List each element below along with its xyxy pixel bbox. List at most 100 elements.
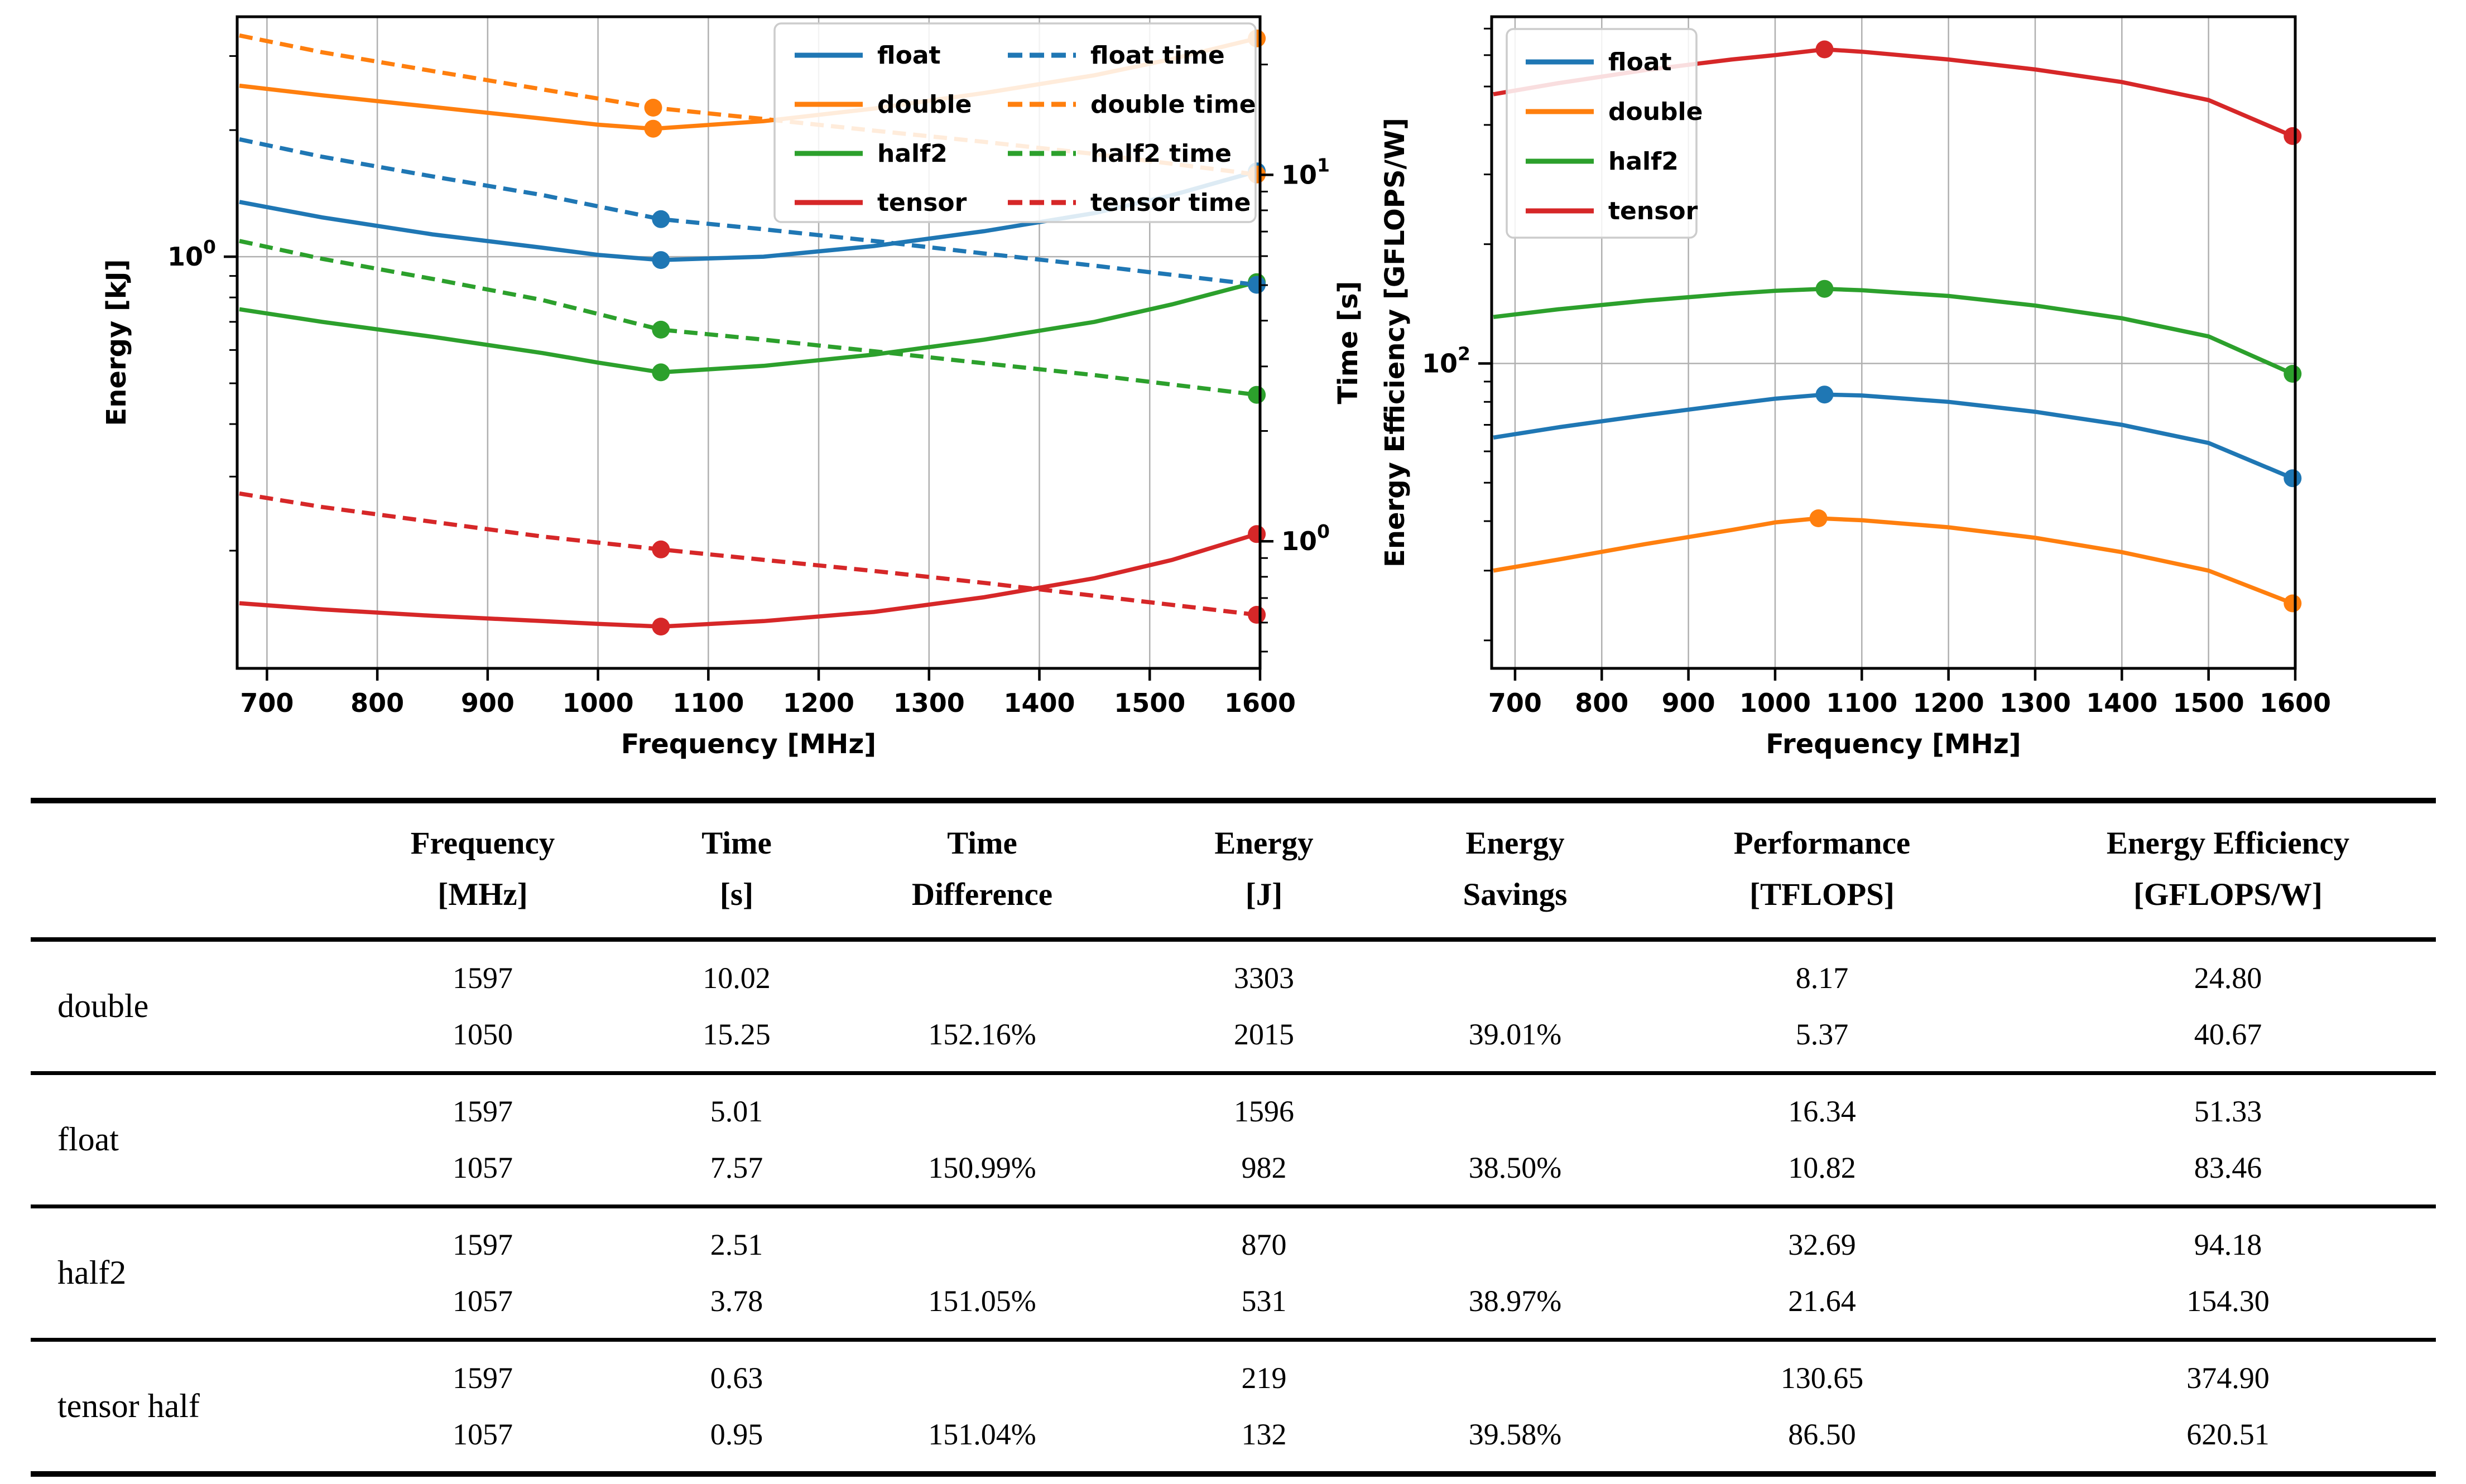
legend-label-double: double <box>877 90 972 119</box>
table-cell: 32.69 <box>1788 1227 1856 1261</box>
table-cell: 21.64 <box>1788 1284 1856 1318</box>
x-tick-label: 1200 <box>783 688 854 718</box>
row-label: tensor half <box>57 1387 200 1424</box>
legend-label-tensor: tensor <box>1608 197 1698 225</box>
table-cell: 83.46 <box>2194 1150 2262 1184</box>
data-point-marker-float <box>1815 386 1834 404</box>
table-cell: 154.30 <box>2186 1284 2270 1318</box>
x-tick-label: 900 <box>461 688 515 718</box>
table-cell <box>1406 1083 1624 1139</box>
legend-label-tensor: tensor <box>877 189 967 217</box>
table-cell: 40.67 <box>2194 1017 2262 1051</box>
table-cell: 51.33 <box>2194 1094 2262 1128</box>
table-cell: 38.50% <box>1468 1150 1562 1184</box>
table-cell: 1597 <box>453 1361 513 1395</box>
table-cell: 130.65 <box>1780 1361 1864 1395</box>
legend-label-tensor-time: tensor time <box>1090 189 1251 217</box>
data-point-marker-tensor-time <box>1248 606 1266 624</box>
x-tick-label: 700 <box>240 688 294 718</box>
table-cell: 1050 <box>453 1017 513 1051</box>
series-line-half2 <box>239 280 1258 375</box>
legend-label-float: float <box>877 41 941 70</box>
tick-label: 100 <box>167 236 216 272</box>
table-cell: 870 <box>1241 1227 1287 1261</box>
tick-label: 102 <box>1422 343 1470 378</box>
legend: float double half2 tensor <box>1506 28 1703 239</box>
table-cell: 1597 <box>453 1094 513 1128</box>
legend-box <box>773 22 1257 223</box>
table-cell <box>843 1350 1122 1406</box>
table-cell <box>1406 950 1624 1006</box>
row-label: float <box>57 1120 119 1158</box>
table-cell: 219 <box>1241 1361 1287 1395</box>
x-tick-label: 1200 <box>1913 688 1984 718</box>
table-cell: 982 <box>1241 1150 1287 1184</box>
x-tick-label: 1400 <box>1004 688 1075 718</box>
x-tick-label: 800 <box>1575 688 1628 718</box>
legend-label-half2-time: half2 time <box>1090 139 1232 168</box>
table-header-energy-savings: Energy Savings <box>1463 826 1568 912</box>
data-point-marker-float <box>2284 469 2302 488</box>
table-cell: 39.58% <box>1468 1417 1562 1451</box>
series-line-double <box>1493 516 2294 605</box>
legend-label-double: double <box>1608 98 1703 126</box>
table-body: double 1597 10.02 3303 8.17 24.80 1050 15.25 152… <box>31 942 2436 1471</box>
table-row-group-tensor-half: tensor half 1597 0.63 219 130.65 374.90 1057 0.… <box>31 1338 2436 1471</box>
y-axis-label: Time [s] <box>1333 281 1364 404</box>
table-cell: 3.78 <box>710 1284 763 1318</box>
table-cell: 1597 <box>453 961 513 995</box>
x-tick-label: 1600 <box>2260 688 2331 718</box>
data-point-marker-half2-time <box>652 320 670 339</box>
table-cell: 0.95 <box>710 1417 763 1451</box>
y-axis-label: Energy [kJ] <box>101 259 132 426</box>
table-cell: 150.99% <box>928 1150 1036 1184</box>
x-tick-label: 1100 <box>672 688 744 718</box>
series-line-tensor <box>239 532 1258 629</box>
x-axis-label: Frequency [MHz] <box>1766 729 2021 760</box>
table-cell: 10.82 <box>1788 1150 1856 1184</box>
table-cell: 151.05% <box>928 1284 1036 1318</box>
table-cell: 1597 <box>453 1227 513 1261</box>
table-row-group-double: double 1597 10.02 3303 8.17 24.80 1050 15.25 152… <box>31 942 2436 1071</box>
series-line-float-time <box>239 137 1257 287</box>
table-header-energy-efficiency: Energy Efficiency [GFLOPS/W] <box>2106 826 2350 912</box>
y-axis-left: 100 Energy [kJ] <box>101 55 237 552</box>
table-row-group-float: float 1597 5.01 1596 16.34 51.33 1057 7.57 150.9… <box>31 1071 2436 1204</box>
x-tick-label: 1500 <box>2173 688 2244 718</box>
y-axis-left: 102 Energy Efficiency [GFLOPS/W] <box>1379 27 1492 642</box>
data-point-marker-double-time <box>644 99 662 117</box>
x-tick-label: 700 <box>1488 688 1542 718</box>
legend: float double half2 tensor float time double t… <box>773 22 1257 223</box>
table-cell <box>1406 1216 1624 1273</box>
data-point-marker-tensor <box>1815 40 1834 59</box>
legend-label-float: float <box>1608 48 1672 76</box>
table-cell: 531 <box>1241 1284 1287 1318</box>
table-cell: 151.04% <box>928 1417 1036 1451</box>
table-cell: 1057 <box>453 1150 513 1184</box>
legend-label-float-time: float time <box>1090 41 1225 70</box>
table-header-row: Frequency [MHz] Time [s] Time Difference En… <box>31 803 2436 942</box>
table-cell: 10.02 <box>703 961 771 995</box>
x-axis: 700 800 900 1000 1100 1200 1300 1400 1500 1600 Fre… <box>1488 668 2331 760</box>
table-cell: 1057 <box>453 1417 513 1451</box>
table-cell: 620.51 <box>2186 1417 2270 1451</box>
tick-label: 100 <box>1281 521 1330 556</box>
data-point-marker-float-time <box>652 210 670 228</box>
table-cell: 132 <box>1241 1417 1287 1451</box>
x-tick-label: 1300 <box>1999 688 2071 718</box>
data-point-marker-double <box>2284 594 2302 613</box>
table-header-empty <box>31 818 335 921</box>
table-cell: 2015 <box>1234 1017 1294 1051</box>
x-tick-label: 1500 <box>1114 688 1185 718</box>
table-cell: 3303 <box>1234 961 1294 995</box>
x-tick-label: 900 <box>1662 688 1715 718</box>
table-cell <box>843 950 1122 1006</box>
table-cell: 39.01% <box>1468 1017 1562 1051</box>
energy-time-chart: 700 800 900 1000 1100 1200 1300 1400 1500 1600 Fre… <box>101 15 1364 760</box>
series-line-float <box>1493 392 2294 480</box>
table-cell: 152.16% <box>928 1017 1036 1051</box>
x-tick-label: 1000 <box>1739 688 1811 718</box>
table-header-performance: Performance [TFLOPS] <box>1733 826 1911 912</box>
table-cell: 16.34 <box>1788 1094 1856 1128</box>
x-tick-label: 1600 <box>1224 688 1296 718</box>
